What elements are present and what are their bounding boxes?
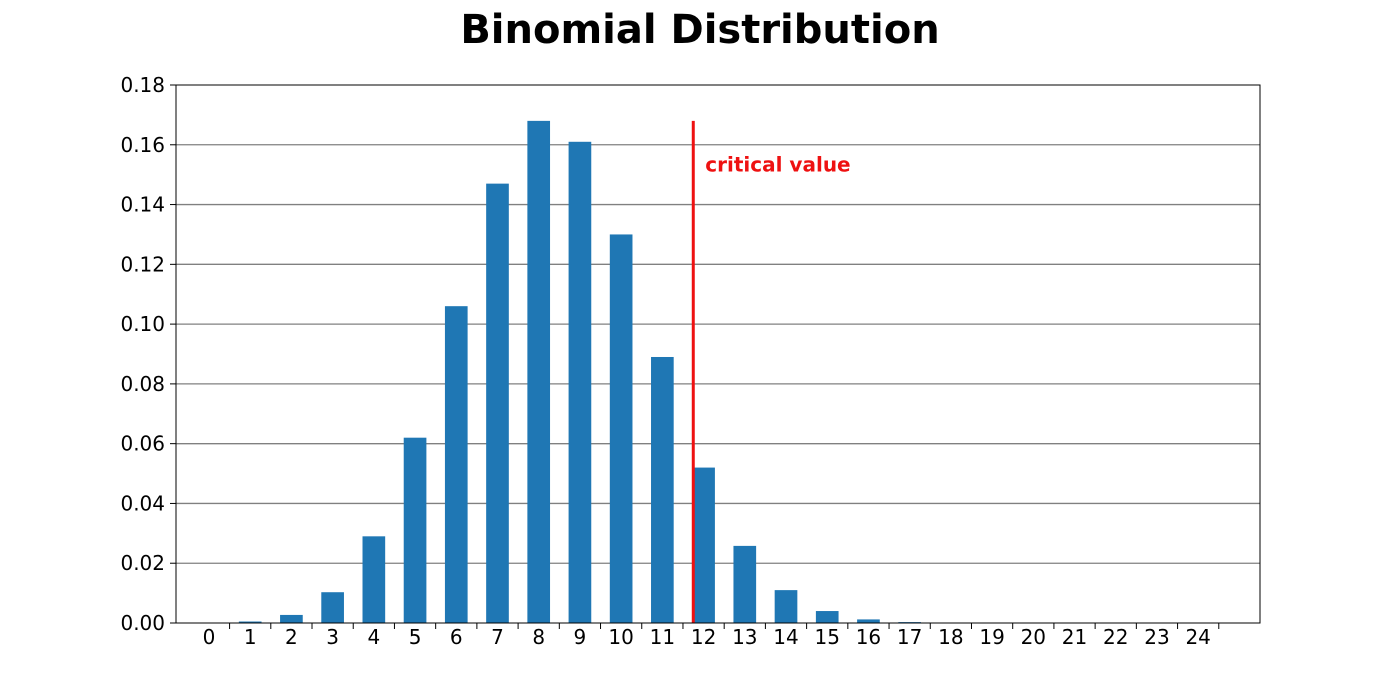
x-tick-label: 1 bbox=[244, 625, 257, 649]
x-tick-label: 5 bbox=[409, 625, 422, 649]
y-tick-label: 0.06 bbox=[120, 432, 165, 456]
x-tick-label: 10 bbox=[608, 625, 633, 649]
bar bbox=[733, 545, 757, 623]
x-tick-label: 13 bbox=[732, 625, 757, 649]
y-tick-label: 0.04 bbox=[120, 491, 165, 515]
x-tick-label: 24 bbox=[1185, 625, 1210, 649]
y-tick-label: 0.14 bbox=[120, 193, 165, 217]
x-tick-label: 18 bbox=[938, 625, 963, 649]
y-tick-label: 0.00 bbox=[120, 611, 165, 635]
bar bbox=[857, 619, 880, 623]
chart-title: Binomial Distribution bbox=[460, 7, 940, 53]
bar bbox=[609, 234, 633, 623]
x-tick-label: 11 bbox=[650, 625, 675, 649]
x-tick-label: 4 bbox=[367, 625, 380, 649]
x-tick-label: 23 bbox=[1144, 625, 1169, 649]
bar bbox=[692, 467, 715, 623]
x-tick-label: 3 bbox=[326, 625, 339, 649]
bar bbox=[774, 590, 798, 623]
bar bbox=[444, 306, 468, 623]
x-tick-label: 6 bbox=[450, 625, 463, 649]
plot-frame bbox=[175, 84, 1261, 624]
x-tick-label: 21 bbox=[1062, 625, 1087, 649]
y-tick-label: 0.02 bbox=[120, 551, 165, 575]
bar bbox=[568, 141, 592, 624]
x-tick-label: 7 bbox=[491, 625, 504, 649]
x-tick-label: 0 bbox=[203, 625, 216, 649]
y-tick-label: 0.12 bbox=[120, 252, 165, 276]
x-tick-label: 19 bbox=[979, 625, 1004, 649]
x-tick-label: 16 bbox=[856, 625, 881, 649]
bar bbox=[362, 536, 386, 623]
bar bbox=[527, 120, 551, 623]
x-tick-label: 14 bbox=[773, 625, 798, 649]
x-tick-label: 9 bbox=[574, 625, 587, 649]
bar bbox=[651, 356, 674, 623]
bar bbox=[815, 611, 839, 623]
bar bbox=[238, 621, 262, 623]
x-tick-label: 2 bbox=[285, 625, 298, 649]
x-tick-label: 8 bbox=[532, 625, 545, 649]
x-tick-label: 20 bbox=[1021, 625, 1046, 649]
x-tick-label: 17 bbox=[897, 625, 922, 649]
y-tick-label: 0.18 bbox=[120, 73, 165, 97]
bar bbox=[403, 437, 427, 623]
bar bbox=[280, 614, 303, 623]
y-tick-label: 0.16 bbox=[120, 133, 165, 157]
y-tick-label: 0.10 bbox=[120, 312, 165, 336]
critical-value-label: critical value bbox=[705, 153, 850, 177]
x-tick-label: 22 bbox=[1103, 625, 1128, 649]
bar bbox=[486, 183, 509, 623]
x-tick-label: 12 bbox=[691, 625, 716, 649]
y-tick-label: 0.08 bbox=[120, 372, 165, 396]
x-tick-label: 15 bbox=[814, 625, 839, 649]
bar bbox=[321, 592, 344, 623]
